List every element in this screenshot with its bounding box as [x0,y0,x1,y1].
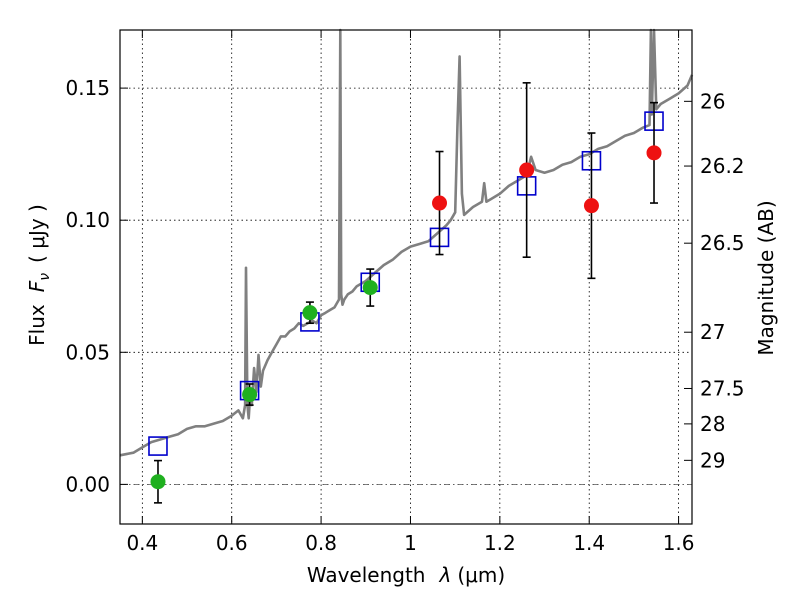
right-tick-label: 26.2 [700,154,745,178]
x-tick-label: 1.6 [663,531,695,555]
x-tick-label: 1 [404,531,417,555]
red-data-point [519,162,535,178]
x-tick-label: 0.4 [126,531,158,555]
right-tick-label: 26 [700,89,725,113]
y-tick-label: 0.15 [65,76,110,100]
x-tick-label: 0.8 [305,531,337,555]
x-axis-label-symbol: λ [439,563,452,587]
y-axis-label-symbol: F [25,280,49,292]
red-data-point [646,145,662,161]
y-tick-label: 0.00 [65,472,110,496]
x-tick-label: 1.2 [484,531,516,555]
x-axis-label-unit: (μm) [457,563,505,587]
green-data-point [362,280,378,296]
right-tick-label: 26.5 [700,231,745,255]
spectrum-line [119,28,694,457]
right-tick-label: 27 [700,320,725,344]
plot-frame [119,29,693,525]
red-data-point [432,195,448,211]
y-axis-label: Flux Fν ( μJy ) [25,204,53,346]
x-tick-label: 0.6 [216,531,248,555]
y-tick-label: 0.05 [65,340,110,364]
green-data-point [150,474,166,490]
x-axis-label: Wavelength λ (μm) [307,563,505,587]
right-tick-label: 28 [700,412,725,436]
tick-layer: 0.4 0.6 0.8 1 1.2 1.4 1.6 0.00 0.05 0.10 0.15 26 26.… [65,30,745,555]
y-axis-label-unit: ( μJy ) [25,204,49,263]
x-tick-label: 1.4 [573,531,605,555]
green-data-point [242,387,258,403]
red-data-point [583,198,599,214]
right-axis-label: Magnitude (AB) [754,200,778,355]
right-tick-label: 27.5 [700,376,745,400]
y-axis-label-subscript: ν [37,273,53,281]
data-layer [119,28,694,504]
model-square-marker [148,436,168,456]
green-data-point [302,305,318,321]
y-tick-label: 0.10 [65,208,110,232]
x-axis-label-text: Wavelength [307,563,426,587]
y-axis-label-text: Flux [25,304,49,346]
right-tick-label: 29 [700,448,725,472]
